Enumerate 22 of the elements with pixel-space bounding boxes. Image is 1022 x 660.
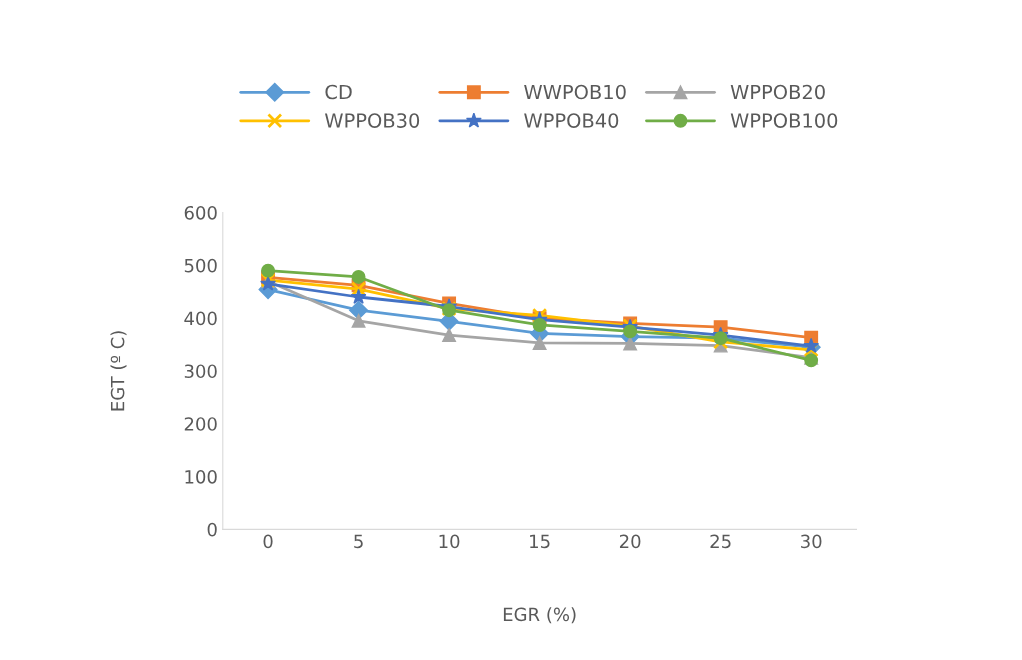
x-axis-title: EGR (%) <box>503 607 576 624</box>
legend-label: WPPOB100 <box>730 113 838 128</box>
x-tick-label: 20 <box>619 534 641 549</box>
x-tick-label: 5 <box>354 534 363 549</box>
y-tick-label: 0 <box>207 522 217 537</box>
legend-label: WPPOB20 <box>730 84 825 100</box>
y-tick-label: 200 <box>184 417 217 431</box>
y-axis-title: EGT (º C) <box>110 331 127 411</box>
y-tick-label: 300 <box>184 364 217 379</box>
y-tick-label: 400 <box>184 311 217 326</box>
y-tick-label: 100 <box>185 469 217 484</box>
x-tick-label: 15 <box>530 534 550 549</box>
x-tick-label: 30 <box>801 534 822 549</box>
legend-label: WWPOB10 <box>524 84 626 100</box>
legend-label: CD <box>325 84 352 100</box>
y-tick-label: 600 <box>184 205 217 220</box>
x-tick-label: 25 <box>710 534 731 549</box>
legend-label: WPPOB30 <box>324 113 420 128</box>
x-tick-label: 10 <box>439 534 460 549</box>
y-tick-label: 500 <box>184 258 217 273</box>
legend-label: WPPOB40 <box>524 113 619 128</box>
x-tick-label: 0 <box>263 534 273 549</box>
